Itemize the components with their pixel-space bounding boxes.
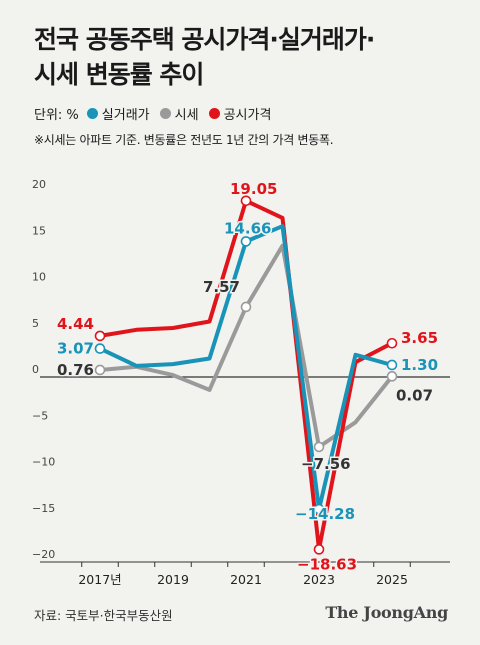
title-line-1: 전국 공동주택 공시가격·실거래가·: [34, 25, 375, 54]
brand-logo: The JoongAng: [325, 603, 448, 622]
data-label-actual: −14.28: [295, 505, 355, 523]
x-tick-label: 2025: [376, 572, 408, 587]
data-point-posted: [313, 544, 325, 555]
data-point-market: [240, 301, 252, 313]
footnote: ※시세는 아파트 기준. 변동률은 전년도 1년 간의 가격 변동폭.: [34, 133, 334, 147]
series-line-market: [98, 243, 394, 449]
data-label-posted: 3.65: [401, 329, 438, 347]
x-tick-label: 2019: [157, 572, 189, 587]
data-label-actual: 3.07: [57, 340, 94, 358]
data-label-market: 7.57: [203, 278, 240, 296]
data-point-posted: [386, 337, 398, 349]
legend-item-actual: 실거래가: [86, 104, 150, 123]
x-tick-label: 2017년: [78, 572, 121, 587]
y-tick-label: 15: [32, 224, 46, 237]
data-label-posted: −18.63: [297, 555, 357, 573]
title-line-2: 시세 변동률 추이: [34, 60, 204, 89]
legend-item-market: 시세: [159, 104, 199, 123]
data-label-actual: 1.30: [401, 356, 438, 374]
legend-label-posted: 공시가격: [223, 108, 272, 123]
y-tick-label: 20: [32, 178, 46, 191]
data-point-posted: [240, 195, 252, 207]
x-tick-label: 2021: [230, 572, 262, 587]
data-point-actual: [94, 343, 106, 354]
y-tick-label: 10: [32, 271, 46, 284]
data-point-market: [386, 371, 398, 382]
chart-title: 전국 공동주택 공시가격·실거래가· 시세 변동률 추이: [34, 22, 464, 92]
data-point-market: [94, 364, 106, 376]
legend-dot-market: [159, 108, 171, 119]
data-point-posted: [94, 330, 106, 342]
data-label-posted: 4.44: [57, 315, 94, 333]
data-label-posted: 19.05: [230, 180, 277, 198]
legend-label-market: 시세: [174, 108, 199, 123]
data-point-actual: [313, 503, 325, 515]
legend-dot-actual: [86, 108, 98, 119]
data-label-market: −7.56: [301, 455, 351, 473]
legend-label-actual: 실거래가: [101, 108, 150, 123]
y-tick-label: −20: [32, 548, 55, 561]
data-point-actual: [240, 236, 252, 247]
unit-label: 단위: %: [34, 108, 79, 123]
legend: 단위: % 실거래가 시세 공시가격: [34, 104, 281, 123]
y-tick-label: 0: [32, 363, 39, 376]
y-tick-label: −5: [32, 409, 48, 422]
data-label-market: 0.76: [57, 361, 94, 379]
data-point-market: [313, 441, 325, 453]
data-label-actual: 14.66: [224, 219, 271, 237]
x-tick-label: 2023: [303, 572, 335, 587]
legend-dot-posted: [208, 108, 220, 119]
y-tick-label: −15: [32, 502, 55, 515]
series-line-posted: [98, 198, 394, 552]
y-tick-label: 5: [32, 317, 39, 330]
legend-item-posted: 공시가격: [208, 104, 272, 123]
source-credit: 자료: 국토부·한국부동산원: [34, 608, 173, 623]
data-label-market: 0.07: [396, 386, 433, 404]
data-point-actual: [386, 359, 398, 371]
y-tick-label: −10: [32, 456, 55, 469]
